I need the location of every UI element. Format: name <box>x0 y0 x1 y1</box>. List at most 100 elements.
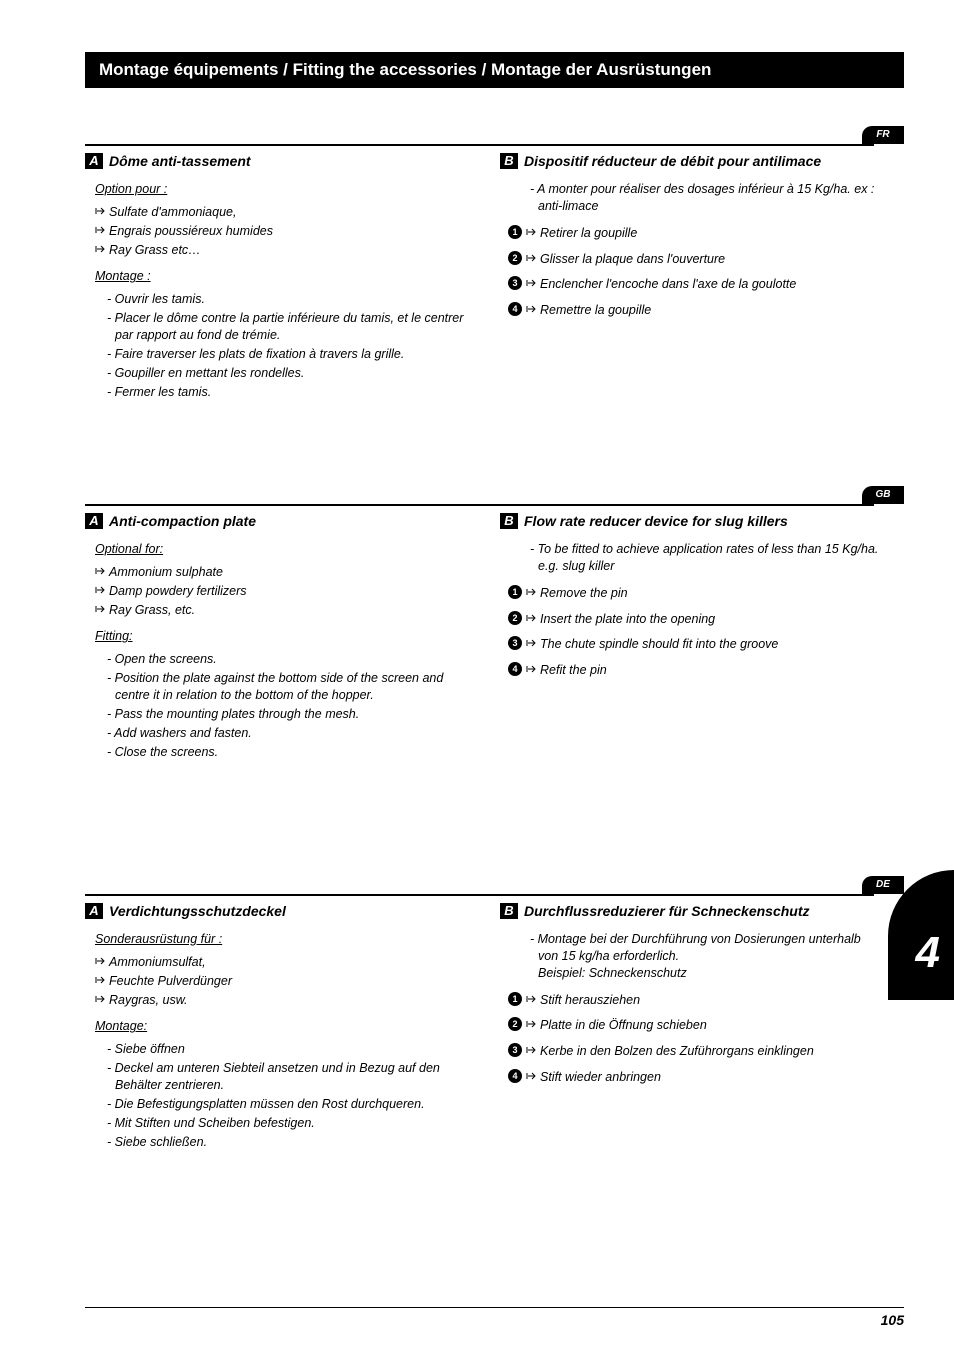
bullet-item: Feuchte Pulverdünger <box>95 973 465 990</box>
arrow-icon <box>95 223 109 240</box>
step-item: 3Enclencher l'encoche dans l'axe de la g… <box>508 276 880 293</box>
dash-list: - Ouvrir les tamis.- Placer le dôme cont… <box>107 291 465 400</box>
step-text: Remettre la goupille <box>540 302 651 319</box>
arrow-icon <box>526 1017 540 1034</box>
arrow-icon <box>526 992 540 1009</box>
step-text: Glisser la plaque dans l'ouverture <box>540 251 725 268</box>
step-text: Remove the pin <box>540 585 628 602</box>
title-text: Dispositif réducteur de débit pour antil… <box>524 153 821 169</box>
step-text: Insert the plate into the opening <box>540 611 715 628</box>
arrow-icon <box>526 1043 540 1060</box>
arrow-icon <box>526 251 540 268</box>
step-item: 2Glisser la plaque dans l'ouverture <box>508 251 880 268</box>
bullet-item: Sulfate d'ammoniaque, <box>95 204 465 221</box>
section-rule <box>85 144 874 146</box>
arrow-icon <box>95 954 109 971</box>
bullet-text: Damp powdery fertilizers <box>109 583 247 600</box>
column-b: B Durchflussreduzierer für Schneckenschut… <box>500 902 880 1095</box>
bullet-item: Engrais poussiéreux humides <box>95 223 465 240</box>
bullet-text: Ray Grass etc… <box>109 242 201 259</box>
step-text: Stift wieder anbringen <box>540 1069 661 1086</box>
section-a-title: AVerdichtungsschutzdeckel <box>85 902 465 921</box>
section-b-title: B Dispositif réducteur de débit pour anti… <box>500 152 880 171</box>
numbered-list: 1Remove the pin2Insert the plate into th… <box>508 585 880 680</box>
dash-item: - Fermer les tamis. <box>107 384 465 401</box>
section-a-title: AAnti-compaction plate <box>85 512 465 531</box>
lang-tab-fr: FR <box>862 126 904 144</box>
numbered-list: 1Retirer la goupille 2Glisser la plaque d… <box>508 225 880 320</box>
arrow-icon <box>526 636 540 653</box>
dash-item: - Position the plate against the bottom … <box>107 670 465 704</box>
step-item: 4 Remettre la goupille <box>508 302 880 319</box>
letter-box-a: A <box>85 513 103 529</box>
bullet-item: Raygras, usw. <box>95 992 465 1009</box>
subhead-option: Optional for: <box>95 541 465 558</box>
lang-tab-gb: GB <box>862 486 904 504</box>
header-bar: Montage équipements / Fitting the access… <box>85 52 904 88</box>
arrow-icon <box>526 611 540 628</box>
dash-item: - Siebe öffnen <box>107 1041 465 1058</box>
dash-item: - Mit Stiften und Scheiben befestigen. <box>107 1115 465 1132</box>
step-number-icon: 2 <box>508 1017 522 1031</box>
column-a: AAnti-compaction plate Optional for: Ammon… <box>85 512 465 763</box>
title-text: Durchflussreduzierer für Schneckenschutz <box>524 903 810 919</box>
dash-item: - Deckel am unteren Siebteil ansetzen un… <box>107 1060 465 1094</box>
arrow-icon <box>95 204 109 221</box>
letter-box-b: B <box>500 903 518 919</box>
section-b-title: BFlow rate reducer device for slug kille… <box>500 512 880 531</box>
step-text: The chute spindle should fit into the gr… <box>540 636 778 653</box>
intro-text: - A monter pour réaliser des dosages inf… <box>530 181 880 215</box>
step-number-icon: 4 <box>508 662 522 676</box>
step-number-icon: 3 <box>508 636 522 650</box>
subhead-option: Sonderausrüstung für : <box>95 931 465 948</box>
arrow-icon <box>526 276 540 293</box>
step-text: Enclencher l'encoche dans l'axe de la go… <box>540 276 796 293</box>
dash-item: - Ouvrir les tamis. <box>107 291 465 308</box>
dash-item: - Goupiller en mettant les rondelles. <box>107 365 465 382</box>
arrow-icon <box>95 583 109 600</box>
step-number-icon: 1 <box>508 992 522 1006</box>
numbered-list: 1 Stift herausziehen 2 Platte in die Öffnun… <box>508 992 880 1087</box>
subhead-option: Option pour : <box>95 181 465 198</box>
arrow-icon <box>526 225 540 242</box>
section-b-title: B Durchflussreduzierer für Schneckenschut… <box>500 902 880 921</box>
bullet-text: Feuchte Pulverdünger <box>109 973 232 990</box>
step-item: 3Kerbe in den Bolzen des Zuführorgans ei… <box>508 1043 880 1060</box>
letter-box-b: B <box>500 153 518 169</box>
column-b: B Dispositif réducteur de débit pour anti… <box>500 152 880 328</box>
side-tab-number: 4 <box>916 928 940 978</box>
dash-item: - Add washers and fasten. <box>107 725 465 742</box>
step-item: 2 Insert the plate into the opening <box>508 611 880 628</box>
arrow-icon <box>95 564 109 581</box>
arrow-icon <box>95 242 109 259</box>
arrow-icon <box>95 973 109 990</box>
bullet-text: Raygras, usw. <box>109 992 188 1009</box>
bullet-item: Ray Grass etc… <box>95 242 465 259</box>
letter-box-a: A <box>85 153 103 169</box>
step-text: Stift herausziehen <box>540 992 640 1009</box>
step-number-icon: 2 <box>508 611 522 625</box>
step-item: 2 Platte in die Öffnung schieben <box>508 1017 880 1034</box>
section-rule <box>85 504 874 506</box>
dash-item: - Open the screens. <box>107 651 465 668</box>
step-text: Platte in die Öffnung schieben <box>540 1017 707 1034</box>
dash-item: - Die Befestigungsplatten müssen den Ros… <box>107 1096 465 1113</box>
arrow-icon <box>526 662 540 679</box>
dash-list: - Siebe öffnen - Deckel am unteren Siebte… <box>107 1041 465 1150</box>
step-number-icon: 3 <box>508 1043 522 1057</box>
bullet-text: Engrais poussiéreux humides <box>109 223 273 240</box>
step-text: Refit the pin <box>540 662 607 679</box>
step-item: 1Retirer la goupille <box>508 225 880 242</box>
intro-text: - Montage bei der Durchführung von Dosie… <box>530 931 880 982</box>
arrow-icon <box>526 585 540 602</box>
step-number-icon: 4 <box>508 302 522 316</box>
bullet-text: Sulfate d'ammoniaque, <box>109 204 236 221</box>
step-number-icon: 1 <box>508 225 522 239</box>
bullet-list: Ammonium sulphateDamp powdery fertilizer… <box>95 564 465 619</box>
section-rule <box>85 894 874 896</box>
step-item: 1 Stift herausziehen <box>508 992 880 1009</box>
dash-item: - Siebe schließen. <box>107 1134 465 1151</box>
bullet-list: Ammoniumsulfat, Feuchte Pulverdünger Raygr… <box>95 954 465 1009</box>
page-number: 105 <box>881 1312 904 1328</box>
bullet-text: Ammoniumsulfat, <box>109 954 206 971</box>
